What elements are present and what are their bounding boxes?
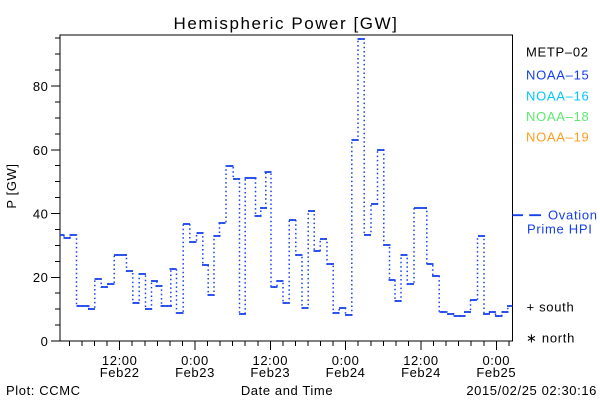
svg-text:12:00: 12:00 bbox=[403, 353, 439, 368]
svg-text:Feb23: Feb23 bbox=[175, 365, 215, 380]
svg-text:12:00: 12:00 bbox=[253, 353, 289, 368]
svg-text:P [GW]: P [GW] bbox=[4, 163, 19, 208]
svg-text:NOAA–18: NOAA–18 bbox=[526, 109, 589, 124]
svg-text:2015/02/25 02:30:16: 2015/02/25 02:30:16 bbox=[466, 383, 597, 398]
svg-text:Feb24: Feb24 bbox=[326, 365, 366, 380]
svg-text:METP–02: METP–02 bbox=[526, 45, 589, 60]
svg-text:Ovation: Ovation bbox=[548, 208, 598, 223]
svg-text:Feb24: Feb24 bbox=[401, 365, 441, 380]
svg-text:20: 20 bbox=[33, 270, 49, 285]
svg-text:0:00: 0:00 bbox=[332, 353, 360, 368]
svg-text:80: 80 bbox=[33, 79, 49, 94]
svg-text:Date and Time: Date and Time bbox=[241, 383, 333, 398]
svg-text:∗ north: ∗ north bbox=[526, 331, 575, 346]
svg-text:0: 0 bbox=[41, 334, 49, 349]
svg-text:+ south: + south bbox=[527, 300, 575, 315]
svg-text:NOAA–16: NOAA–16 bbox=[526, 89, 589, 104]
svg-text:NOAA–19: NOAA–19 bbox=[526, 130, 589, 145]
svg-text:Hemispheric Power [GW]: Hemispheric Power [GW] bbox=[174, 14, 399, 33]
svg-text:Plot: CCMC: Plot: CCMC bbox=[6, 383, 81, 398]
svg-text:Feb25: Feb25 bbox=[476, 365, 516, 380]
svg-text:12:00: 12:00 bbox=[102, 353, 138, 368]
svg-text:60: 60 bbox=[33, 143, 49, 158]
svg-text:0:00: 0:00 bbox=[181, 353, 209, 368]
svg-text:Feb22: Feb22 bbox=[100, 365, 140, 380]
svg-text:NOAA–15: NOAA–15 bbox=[526, 68, 589, 83]
svg-text:0:00: 0:00 bbox=[482, 353, 510, 368]
svg-text:Prime HPI: Prime HPI bbox=[527, 222, 593, 237]
svg-text:Feb23: Feb23 bbox=[250, 365, 290, 380]
svg-text:40: 40 bbox=[33, 207, 49, 222]
